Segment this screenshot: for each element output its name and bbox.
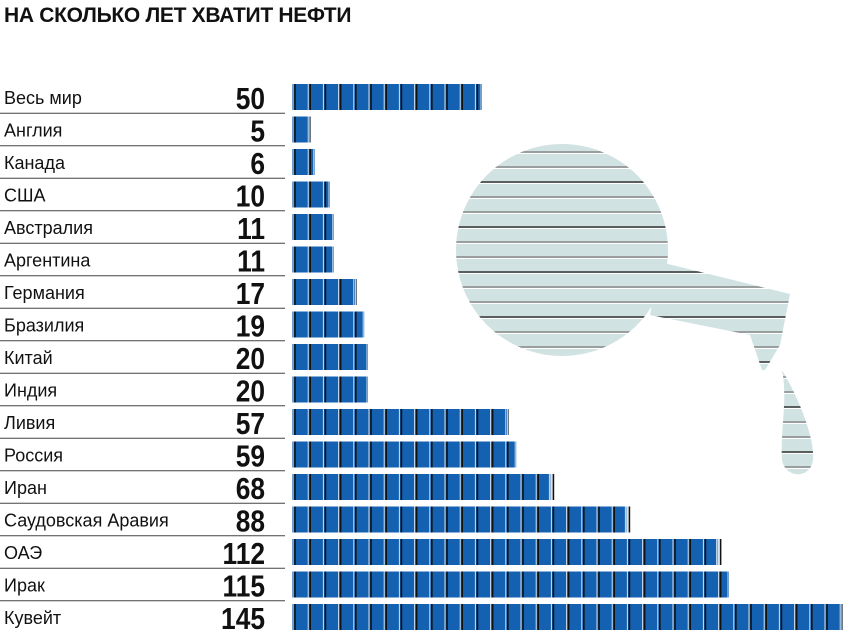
chart-row: Ирак 115 bbox=[0, 570, 729, 604]
chart-row: Канада 6 bbox=[0, 147, 315, 182]
category-label: Кувейт bbox=[4, 608, 61, 628]
value-label: 20 bbox=[236, 375, 265, 409]
category-label: Россия bbox=[4, 446, 63, 466]
chart-row: Кувейт 145 bbox=[4, 602, 844, 637]
chart-row: Германия 17 bbox=[0, 277, 357, 312]
chart-row: Бразилия 19 bbox=[0, 310, 365, 344]
value-label: 115 bbox=[223, 570, 265, 604]
value-label: 112 bbox=[223, 537, 265, 571]
chart-row: Аргентина 11 bbox=[0, 245, 334, 279]
category-label: Весь мир bbox=[4, 88, 82, 108]
chart-row: Весь мир 50 bbox=[0, 82, 482, 117]
category-label: Австралия bbox=[4, 218, 93, 238]
bar bbox=[292, 506, 631, 533]
value-label: 145 bbox=[221, 602, 265, 636]
chart-row: Китай 20 bbox=[0, 342, 368, 377]
bar bbox=[292, 311, 365, 338]
bar bbox=[292, 441, 517, 468]
value-label: 20 bbox=[236, 342, 265, 376]
chart-row: ОАЭ 112 bbox=[0, 537, 722, 572]
chart-row: Ливия 57 bbox=[0, 407, 509, 442]
category-label: ОАЭ bbox=[4, 543, 42, 563]
bar bbox=[292, 181, 330, 208]
chart-row: Англия 5 bbox=[0, 115, 312, 149]
chart-row: Саудовская Аравия 88 bbox=[0, 505, 631, 539]
chart-row: Иран 68 bbox=[0, 472, 555, 507]
value-label: 59 bbox=[236, 440, 265, 474]
category-label: Ливия bbox=[4, 413, 55, 433]
bar bbox=[292, 116, 312, 143]
bar bbox=[292, 214, 334, 240]
category-label: США bbox=[4, 186, 46, 206]
chart-row: Россия 59 bbox=[0, 440, 517, 474]
chart-title: НА СКОЛЬКО ЛЕТ ХВАТИТ НЕФТИ bbox=[4, 4, 352, 27]
value-label: 17 bbox=[236, 277, 265, 311]
value-label: 11 bbox=[237, 245, 265, 279]
category-label: Ирак bbox=[4, 576, 45, 596]
category-label: Индия bbox=[4, 381, 57, 401]
bar bbox=[292, 539, 722, 565]
category-label: Германия bbox=[4, 283, 85, 303]
bar bbox=[292, 474, 555, 500]
bar bbox=[292, 149, 315, 175]
category-label: Бразилия bbox=[4, 316, 84, 336]
value-label: 5 bbox=[250, 115, 265, 149]
value-label: 68 bbox=[236, 472, 265, 506]
value-label: 10 bbox=[236, 180, 265, 214]
value-label: 11 bbox=[237, 212, 265, 246]
value-label: 19 bbox=[236, 310, 265, 344]
value-label: 88 bbox=[236, 505, 265, 539]
category-label: Саудовская Аравия bbox=[4, 511, 169, 531]
category-label: Англия bbox=[4, 121, 62, 141]
value-label: 57 bbox=[236, 407, 265, 441]
value-label: 50 bbox=[236, 82, 265, 116]
chart-row: Австралия 11 bbox=[0, 212, 334, 247]
chart-row: Индия 20 bbox=[0, 375, 368, 409]
bar bbox=[292, 376, 368, 403]
category-label: Китай bbox=[4, 348, 53, 368]
category-label: Канада bbox=[4, 153, 66, 173]
bar bbox=[292, 246, 334, 273]
bar bbox=[292, 84, 482, 110]
bar bbox=[292, 571, 729, 598]
bar bbox=[292, 604, 844, 630]
bar bbox=[292, 279, 357, 305]
category-label: Аргентина bbox=[4, 251, 91, 271]
chart-row: США 10 bbox=[0, 180, 330, 214]
bar bbox=[292, 409, 509, 435]
category-label: Иран bbox=[4, 478, 47, 498]
value-label: 6 bbox=[250, 147, 265, 181]
bar bbox=[292, 344, 368, 370]
